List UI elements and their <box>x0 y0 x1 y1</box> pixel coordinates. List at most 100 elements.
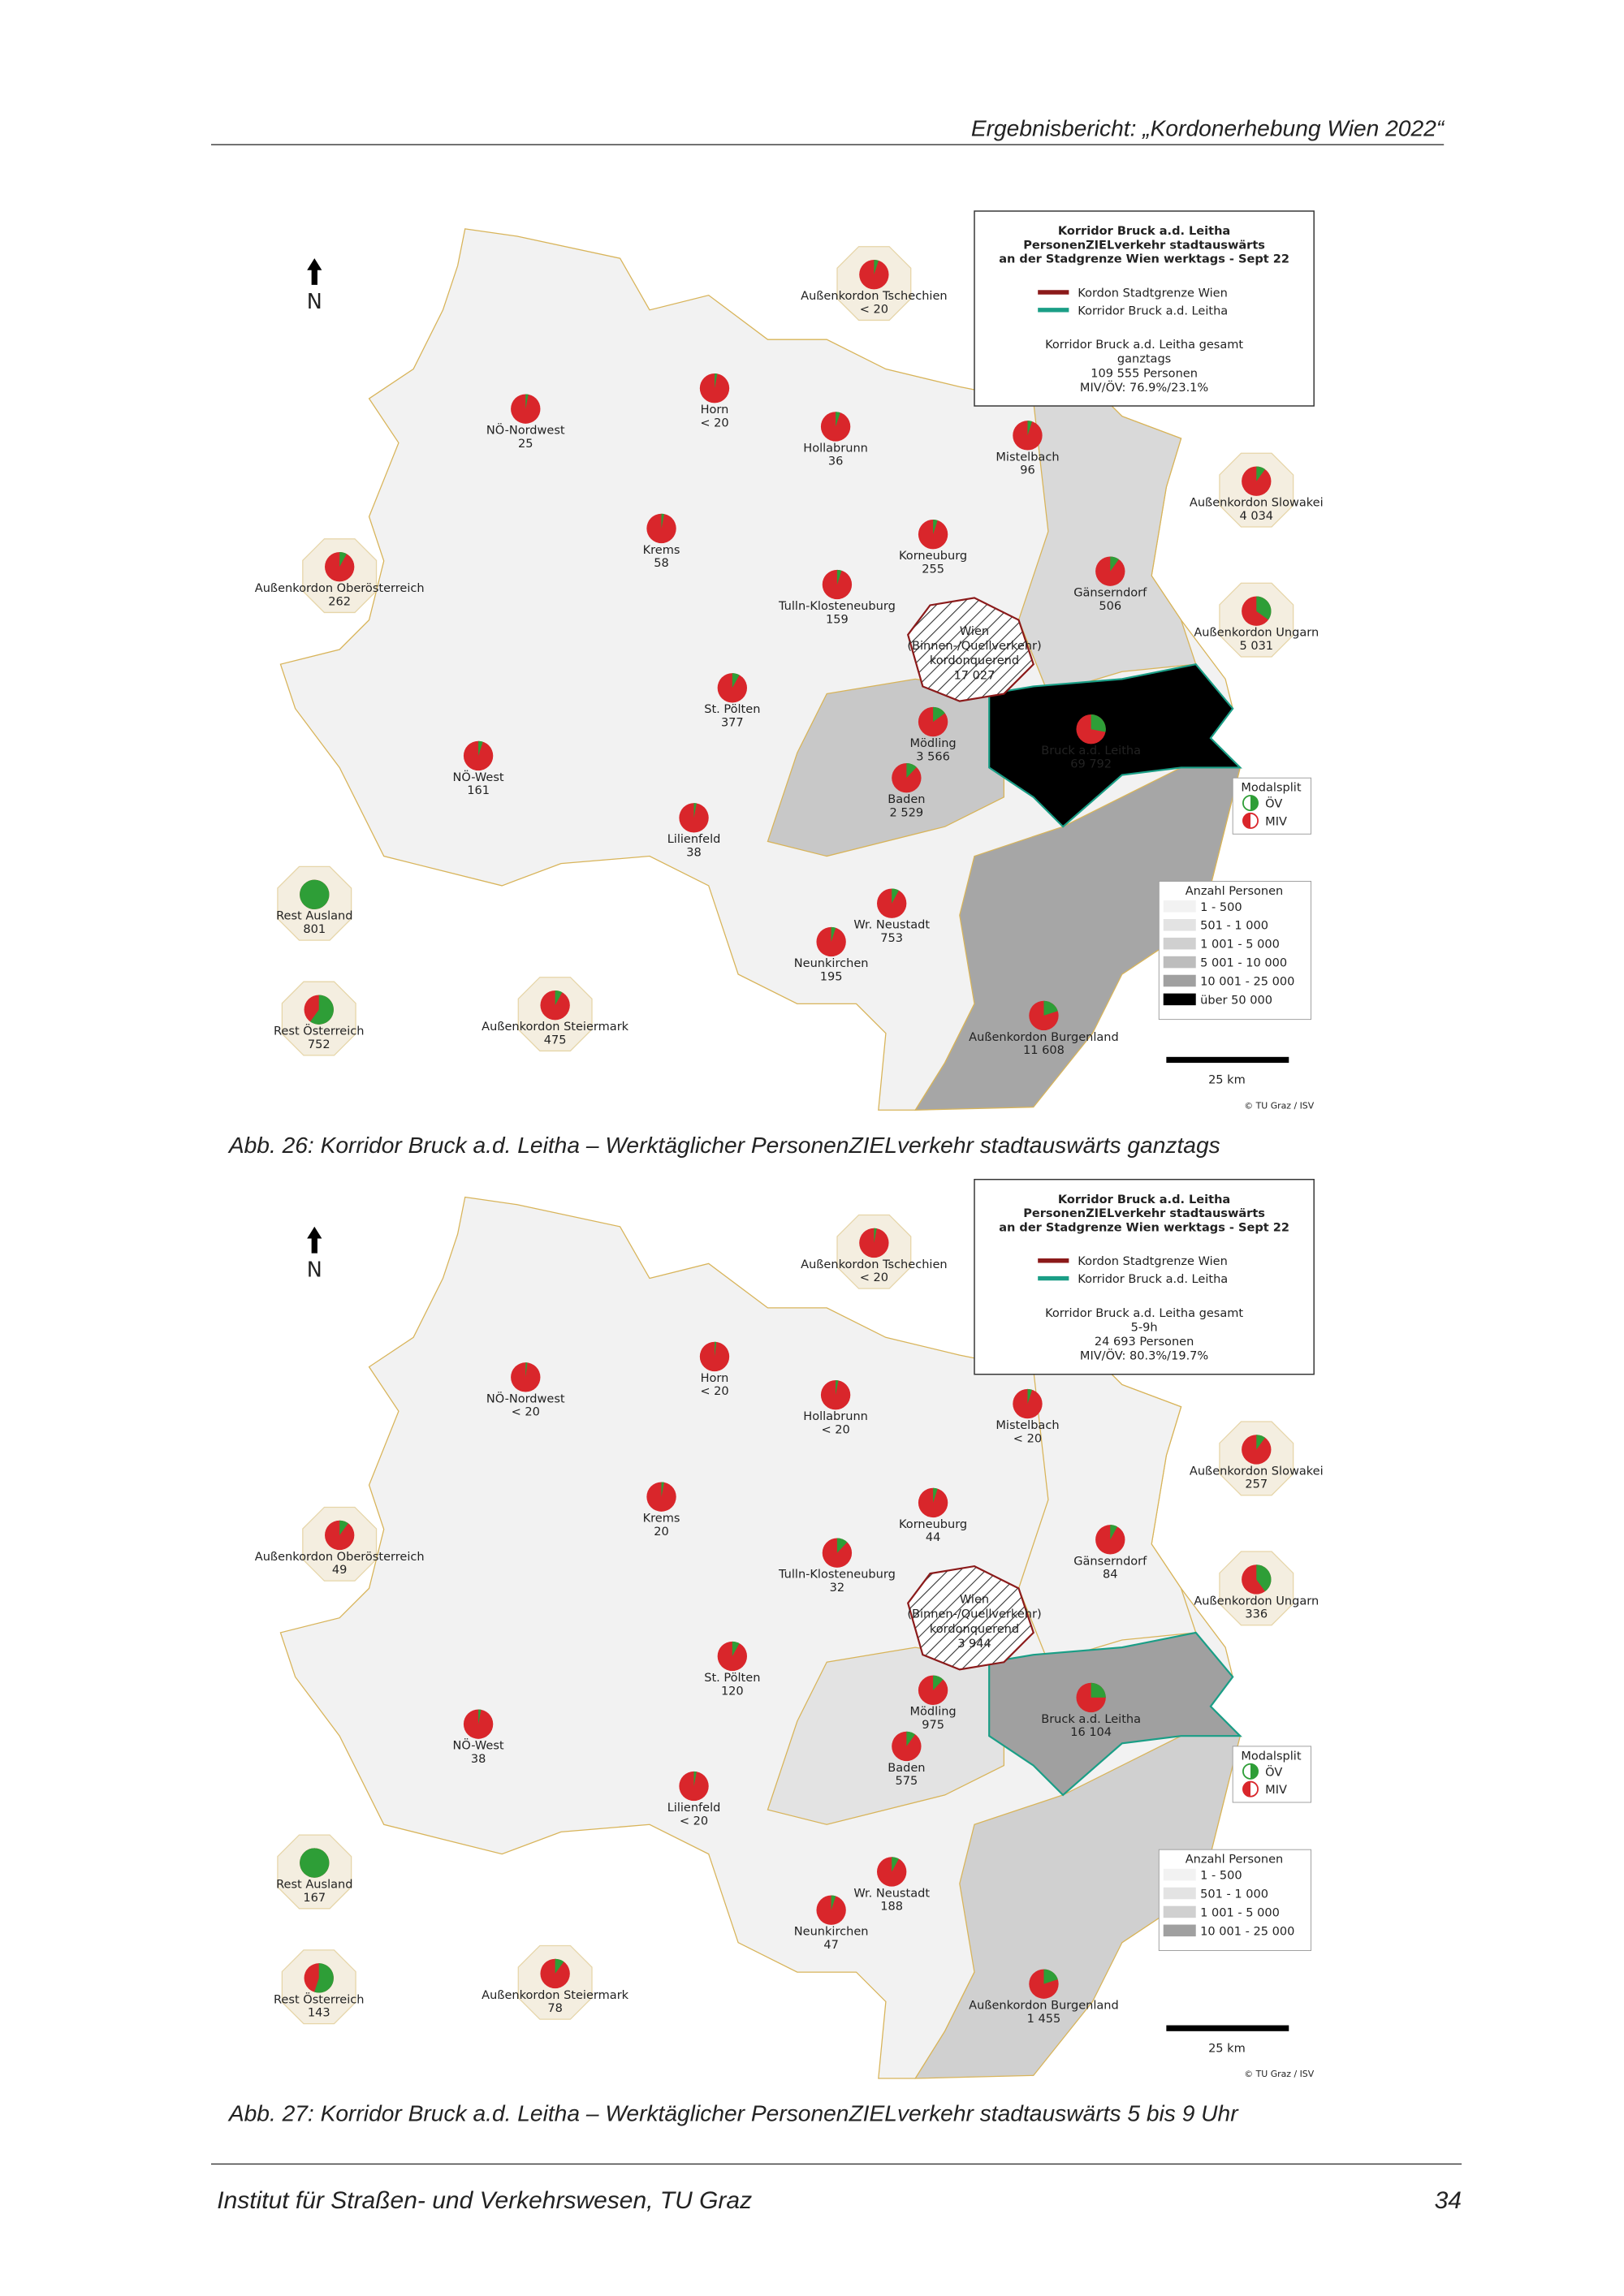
region-name: Wr. Neustadt <box>853 919 930 932</box>
region-value: < 20 <box>1013 1432 1042 1445</box>
pie-ov <box>555 990 563 1006</box>
pie-ov <box>874 260 879 275</box>
pie-ov <box>300 879 330 909</box>
counts-swatch <box>1163 1868 1196 1881</box>
footer-left: Institut für Straßen- und Verkehrswesen,… <box>217 2187 752 2214</box>
pie-ov <box>874 1228 877 1243</box>
region-name: (Binnen-/Quellverkehr) <box>907 1608 1041 1621</box>
region-name: Außenkordon Steiermark <box>482 1021 628 1034</box>
counts-swatch <box>1163 1887 1196 1900</box>
north-arrow <box>307 1226 322 1254</box>
modal-item: MIV <box>1265 1784 1287 1797</box>
pie-ov <box>1256 1564 1272 1592</box>
region-value: 255 <box>922 563 944 576</box>
counts-swatch <box>1163 956 1196 969</box>
region-value: 336 <box>1245 1608 1268 1621</box>
region-name: Außenkordon Ungarn <box>1194 1595 1319 1608</box>
region-value: < 20 <box>700 1385 728 1398</box>
pie-ov <box>836 412 840 427</box>
scale-label: 25 km <box>1208 1074 1246 1087</box>
region-value: 20 <box>654 1526 669 1539</box>
region-name: St. Pölten <box>704 1672 760 1685</box>
region-value: 753 <box>880 932 903 945</box>
region-name: NÖ-Nordwest <box>486 1391 565 1405</box>
region-value: 5 031 <box>1239 640 1273 653</box>
pie-ov <box>1027 421 1033 436</box>
caption: Abb. 27: Korridor Bruck a.d. Leitha – We… <box>227 2100 1239 2126</box>
counts-label: 1 - 500 <box>1200 901 1242 914</box>
pie-ov <box>836 569 842 585</box>
region-name: Horn <box>701 1372 729 1385</box>
region-name: Baden <box>888 1762 925 1775</box>
region-value: 38 <box>686 847 702 860</box>
map: N Außenkordon Tschechien< 20NÖ-Nordwest< … <box>227 1178 1324 2126</box>
pie-ov <box>933 520 938 535</box>
pie-ov <box>1043 1000 1058 1016</box>
region-name: Lilienfeld <box>667 1802 721 1815</box>
legend-item: Korridor Bruck a.d. Leitha <box>1078 1273 1228 1286</box>
pie-ov <box>732 1641 740 1656</box>
region-value: 195 <box>820 970 843 983</box>
region-value: < 20 <box>860 1271 888 1284</box>
region-area <box>1017 386 1197 695</box>
modal-title: Modalsplit <box>1241 1750 1301 1763</box>
pie-ov <box>732 673 740 688</box>
region-value: 25 <box>518 438 533 451</box>
pie-ov <box>693 1771 697 1786</box>
modal-item: MIV <box>1265 815 1287 828</box>
region-name: kordonquerend <box>930 654 1019 667</box>
pie-miv <box>540 1958 570 1989</box>
page-number: 34 <box>1435 2187 1462 2214</box>
region-value: 17 027 <box>954 669 996 682</box>
modal-icon <box>1250 796 1259 811</box>
region-value: 143 <box>308 2007 330 2020</box>
region-value: 96 <box>1020 464 1035 477</box>
region-name: (Binnen-/Quellverkehr) <box>907 640 1041 653</box>
pie-miv <box>918 1487 948 1518</box>
counts-label: 1 - 500 <box>1200 1870 1242 1883</box>
region-name: Krems <box>643 1513 680 1526</box>
pie-ov <box>1256 596 1272 620</box>
modal-item: ÖV <box>1265 1764 1282 1779</box>
region-name: Gänserndorf <box>1073 1555 1147 1568</box>
legend-summary: MIV/ÖV: 76.9%/23.1% <box>1080 380 1208 395</box>
region-value: 16 104 <box>1070 1726 1112 1739</box>
region-name: Wien <box>960 1594 989 1607</box>
region-name: Tulln-Klosteneuburg <box>778 1569 896 1582</box>
region-name: NÖ-West <box>453 1738 504 1753</box>
legend-summary: 109 555 Personen <box>1091 367 1198 380</box>
region-value: 58 <box>654 557 669 570</box>
scale-bar <box>1166 2025 1289 2031</box>
region-name: Mödling <box>910 737 957 750</box>
pie-ov <box>693 803 697 818</box>
region-name: Krems <box>643 544 680 557</box>
region-value: 2 529 <box>890 806 924 819</box>
pie-ov <box>339 552 347 568</box>
modal-item: ÖV <box>1265 796 1282 811</box>
caption: Abb. 26: Korridor Bruck a.d. Leitha – We… <box>227 1132 1220 1158</box>
pie-ov <box>715 1341 717 1357</box>
pie-ov <box>555 1958 564 1974</box>
pie-ov <box>1043 1969 1058 1984</box>
pie-ov <box>300 1848 330 1878</box>
region-name: Rest Österreich <box>274 1024 364 1038</box>
region-value: 575 <box>895 1775 918 1788</box>
pie-ov <box>339 1520 348 1535</box>
region-area <box>988 1631 1242 1797</box>
region-name: Wr. Neustadt <box>853 1887 930 1900</box>
region-area <box>1017 1354 1197 1664</box>
modal-icon <box>1242 813 1250 828</box>
pie-miv <box>892 763 922 793</box>
pie-miv <box>1242 466 1272 496</box>
region-value: 4 034 <box>1239 510 1273 523</box>
region-name: Außenkordon Oberösterreich <box>255 582 425 595</box>
region-name: Bruck a.d. Leitha <box>1041 744 1141 757</box>
pie-ov <box>836 1538 848 1553</box>
legend-title: PersonenZIELverkehr stadtauswärts <box>1023 239 1265 252</box>
legend-title: PersonenZIELverkehr stadtauswärts <box>1023 1207 1265 1220</box>
region-value: 262 <box>328 595 351 608</box>
region-name: Außenkordon Oberösterreich <box>255 1551 425 1564</box>
counts-swatch <box>1163 937 1196 950</box>
